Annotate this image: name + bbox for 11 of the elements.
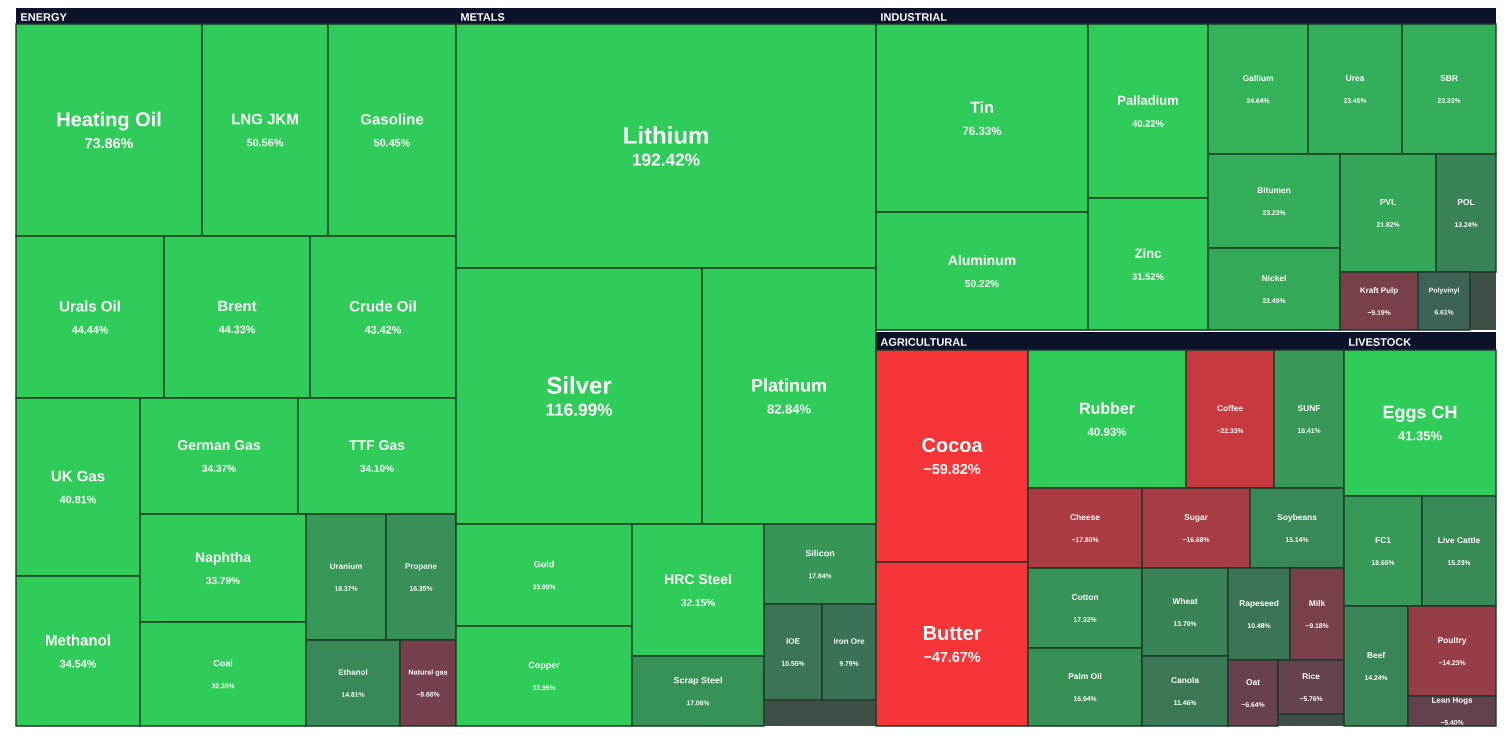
category-label: Butter bbox=[923, 626, 982, 641]
category-label: Platinum bbox=[752, 378, 826, 392]
category-label: Rubber bbox=[1080, 402, 1135, 414]
data-label: 116.99% bbox=[546, 403, 613, 416]
data-label: 192.42% bbox=[633, 153, 700, 166]
category-label: Silver bbox=[547, 376, 612, 394]
category-label: Tin bbox=[970, 101, 993, 113]
category-label: Cocoa bbox=[922, 437, 983, 453]
category-label: Lithium bbox=[624, 126, 708, 144]
category-label: Heating Oil bbox=[57, 111, 161, 131]
category-label: Eggs CH bbox=[1383, 405, 1457, 423]
